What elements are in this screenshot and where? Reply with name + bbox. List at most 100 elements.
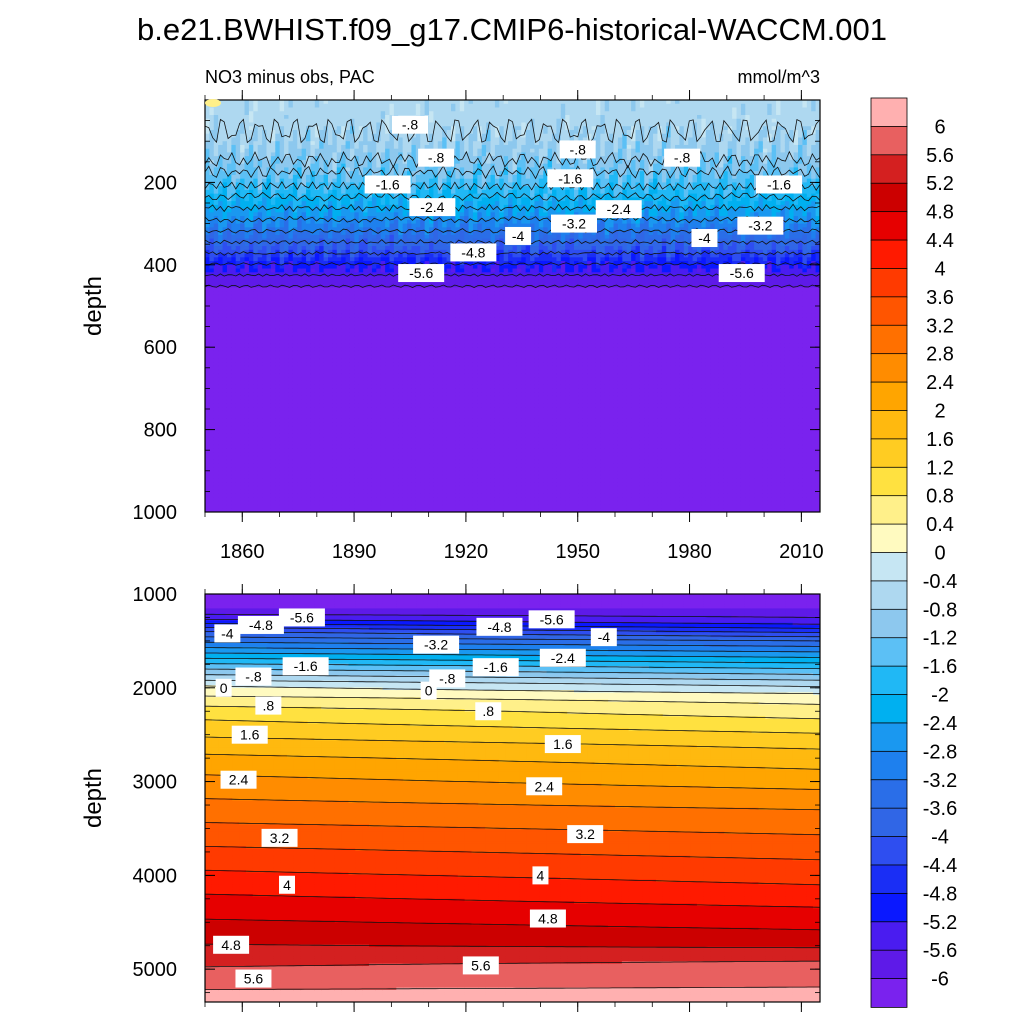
field-cell: [244, 433, 250, 438]
field-cell: [367, 485, 373, 491]
field-cell: [279, 343, 285, 348]
field-cell: [332, 193, 338, 198]
field-cell: [367, 111, 373, 116]
field-cell: [240, 425, 246, 431]
field-cell: [297, 399, 303, 404]
field-cell: [336, 257, 342, 262]
field-cell: [270, 156, 276, 161]
field-cell: [209, 339, 215, 345]
field-cell: [253, 219, 259, 225]
field-cell: [240, 335, 246, 341]
field-cell: [323, 133, 329, 139]
field-cell: [367, 399, 373, 404]
field-cell: [376, 343, 382, 348]
field-cell: [266, 114, 272, 120]
field-cell: [301, 433, 307, 438]
field-cell: [257, 133, 263, 139]
field-cell: [367, 298, 373, 303]
field-cell: [226, 197, 232, 202]
field-cell: [297, 291, 303, 296]
field-cell: [279, 264, 285, 270]
field-cell: [323, 186, 329, 191]
field-cell: [288, 380, 294, 386]
field-cell: [367, 291, 373, 296]
field-cell: [279, 257, 285, 262]
field-cell: [371, 156, 377, 161]
field-cell: [306, 227, 312, 232]
field-cell: [301, 317, 307, 322]
field-cell: [262, 148, 268, 154]
field-cell: [262, 298, 268, 303]
field-cell: [275, 197, 281, 202]
field-cell: [389, 489, 395, 494]
field-cell: [288, 234, 294, 240]
field-cell: [336, 178, 342, 183]
field-cell: [266, 407, 272, 412]
field-cell: [371, 467, 377, 472]
field-cell: [209, 485, 215, 491]
field-cell: [288, 272, 294, 277]
field-cell: [341, 249, 347, 255]
field-cell: [218, 302, 224, 307]
field-cell: [209, 437, 215, 442]
field-cell: [262, 377, 268, 382]
field-cell: [358, 335, 364, 341]
field-cell: [288, 425, 294, 431]
field-cell: [213, 425, 219, 431]
field-cell: [323, 276, 329, 281]
field-cell: [266, 152, 272, 157]
field-cell: [284, 407, 290, 412]
field-cell: [332, 294, 338, 300]
field-cell: [363, 497, 369, 502]
field-cell: [218, 425, 224, 431]
field-cell: [205, 189, 210, 195]
field-cell: [262, 455, 268, 461]
field-cell: [244, 189, 250, 195]
field-cell: [310, 474, 316, 479]
field-cell: [398, 358, 404, 363]
field-cell: [349, 152, 355, 157]
field-cell: [266, 174, 272, 180]
field-cell: [284, 350, 290, 356]
field-cell: [363, 452, 369, 457]
field-cell: [270, 294, 276, 300]
field-cell: [306, 354, 312, 360]
field-cell: [297, 242, 303, 247]
field-cell: [310, 437, 316, 442]
field-cell: [328, 197, 333, 202]
field-cell: [345, 309, 351, 315]
field-cell: [393, 163, 399, 169]
field-cell: [222, 448, 228, 453]
field-cell: [319, 444, 325, 449]
field-cell: [275, 257, 281, 262]
field-cell: [253, 227, 259, 232]
field-cell: [349, 163, 355, 169]
field-cell: [275, 294, 281, 300]
field-cell: [380, 459, 386, 464]
field-cell: [301, 407, 307, 412]
field-cell: [226, 268, 232, 273]
field-cell: [297, 253, 303, 258]
field-cell: [314, 201, 320, 206]
field-cell: [257, 452, 263, 457]
field-cell: [297, 197, 303, 202]
field-cell: [354, 111, 360, 116]
field-cell: [244, 440, 250, 446]
field-cell: [275, 189, 281, 195]
field-cell: [380, 148, 386, 154]
field-cell: [226, 189, 232, 195]
field-cell: [253, 174, 259, 180]
field-cell: [336, 238, 342, 243]
field-cell: [306, 452, 312, 457]
field-cell: [393, 144, 399, 150]
field-cell: [402, 148, 408, 154]
field-cell: [345, 306, 351, 311]
field-cell: [279, 380, 285, 386]
field-cell: [398, 223, 404, 228]
field-cell: [371, 489, 377, 494]
field-cell: [301, 399, 307, 404]
field-cell: [380, 452, 386, 457]
field-cell: [349, 287, 355, 292]
field-cell: [222, 470, 228, 476]
field-cell: [349, 309, 355, 315]
